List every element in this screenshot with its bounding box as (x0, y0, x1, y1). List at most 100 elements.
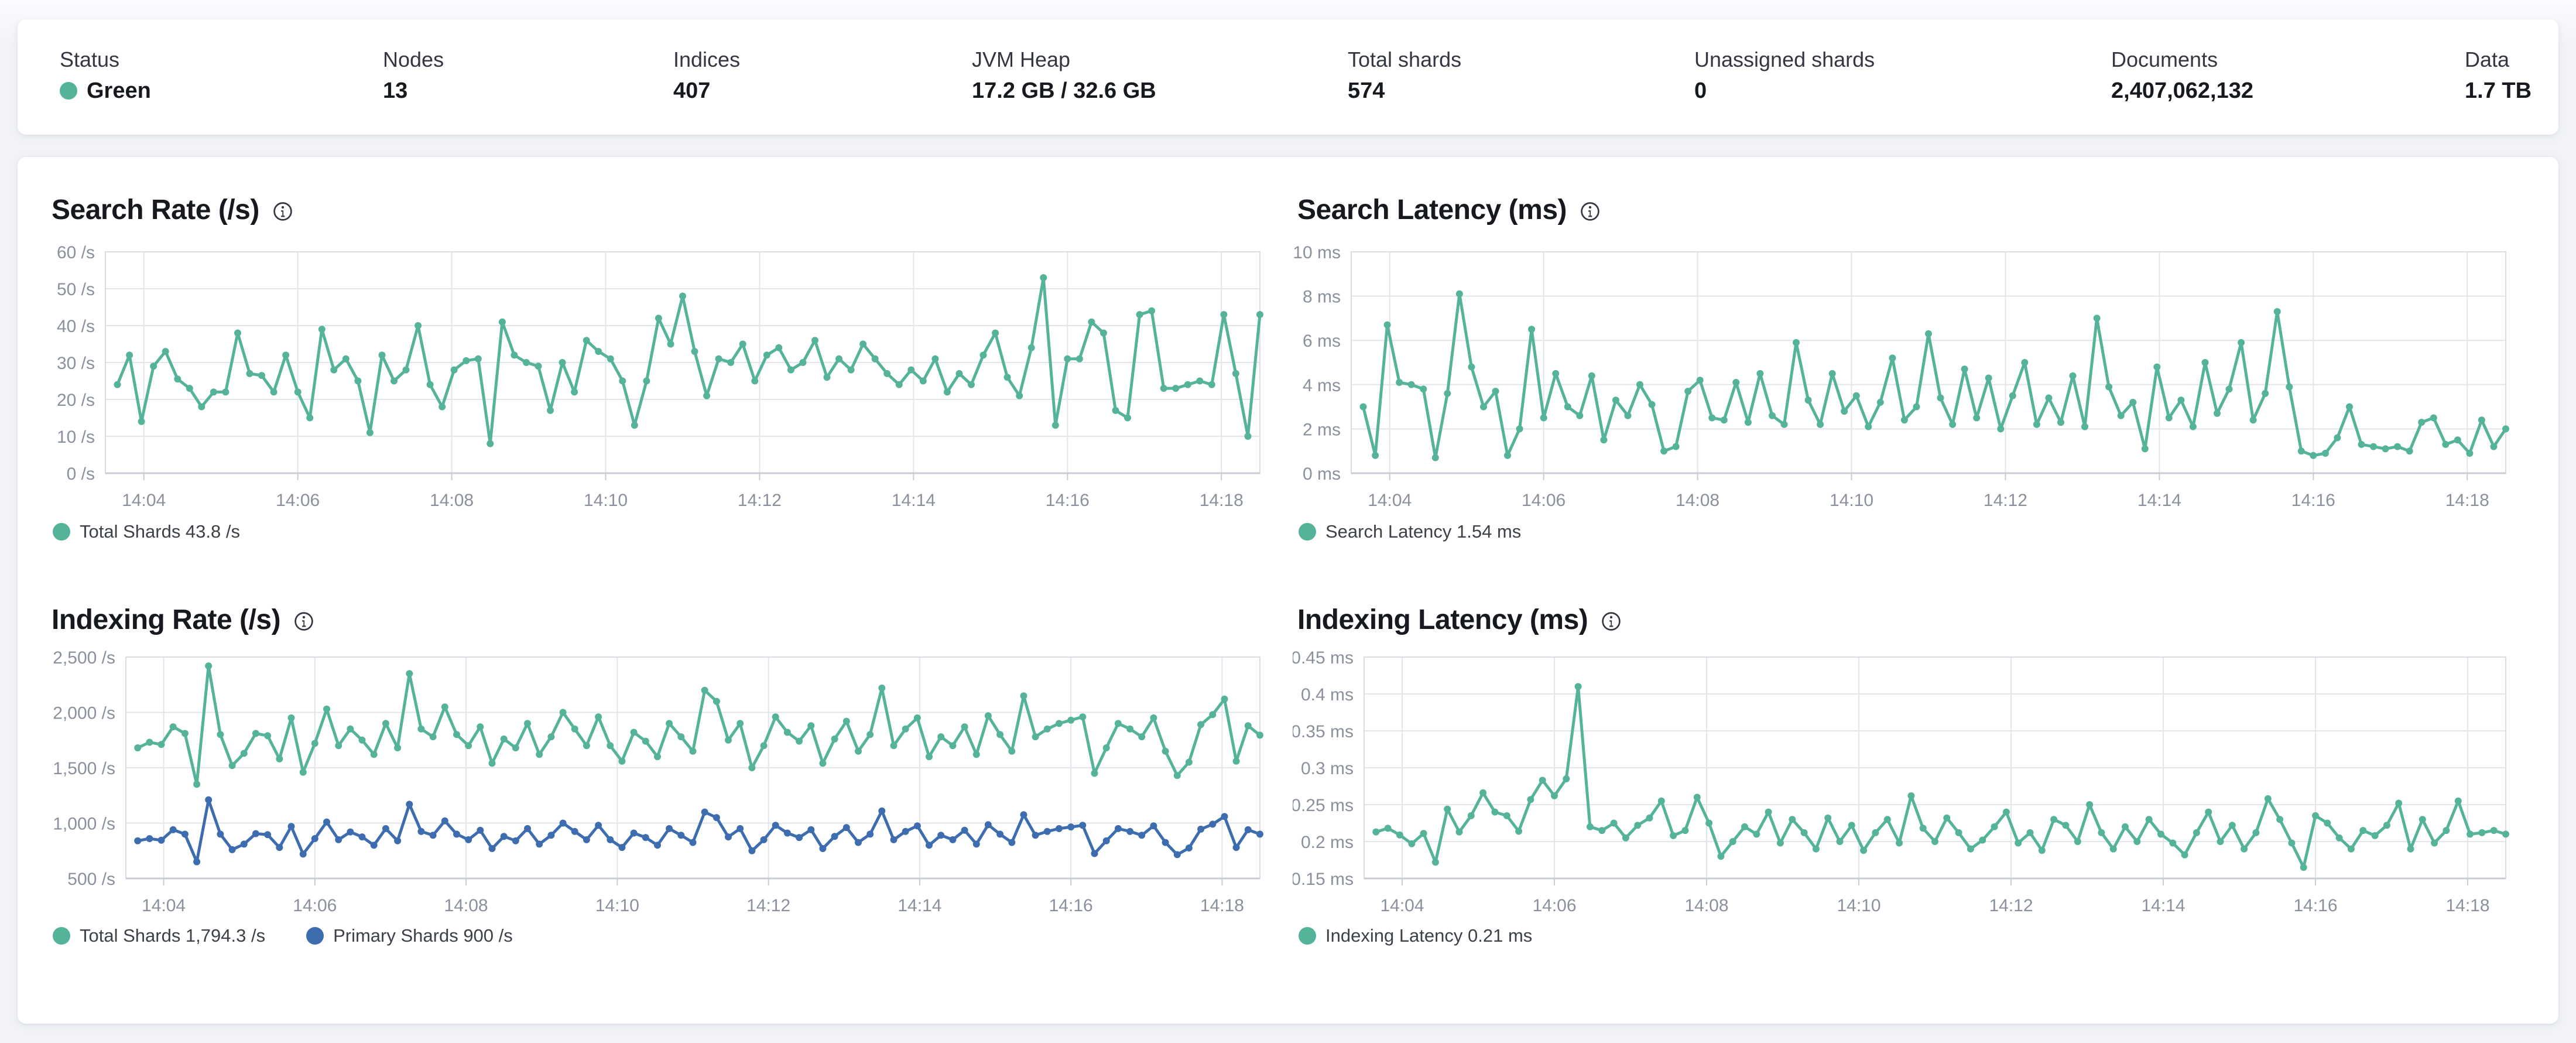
legend-item-total-shards[interactable]: Total Shards 1,794.3 /s (53, 925, 265, 946)
svg-text:14:18: 14:18 (2445, 491, 2489, 510)
svg-text:0 ms: 0 ms (1303, 464, 1341, 484)
svg-text:2,000 /s: 2,000 /s (53, 704, 115, 723)
svg-text:1,500 /s: 1,500 /s (53, 759, 115, 778)
svg-text:14:04: 14:04 (142, 896, 186, 915)
stat-documents: Documents 2,407,062,132 (2111, 45, 2253, 107)
info-icon[interactable] (1580, 201, 1601, 222)
svg-text:2 ms: 2 ms (1303, 420, 1341, 439)
svg-text:0.35 ms: 0.35 ms (1293, 722, 1354, 741)
chart-title: Indexing Rate (/s) (52, 604, 281, 635)
legend-item-primary-shards[interactable]: Primary Shards 900 /s (306, 925, 513, 946)
legend-item-indexing-latency[interactable]: Indexing Latency 0.21 ms (1299, 925, 1532, 946)
stat-nodes: Nodes 13 (383, 45, 444, 107)
indexing-rate-title-row: Indexing Rate (/s) (52, 603, 314, 637)
svg-text:14:06: 14:06 (276, 491, 320, 510)
svg-text:14:06: 14:06 (1522, 491, 1566, 510)
stat-unassigned-shards: Unassigned shards 0 (1694, 45, 1875, 107)
stat-value: 2,407,062,132 (2111, 78, 2254, 103)
search-rate-chart[interactable]: 0 /s 10 /s 20 /s 30 /s 40 /s 50 /s 60 /s 14:04 1… (47, 243, 1282, 520)
svg-text:14:12: 14:12 (746, 896, 790, 915)
stat-data-size: Data 1.7 TB (2465, 45, 2532, 107)
chart-title: Search Latency (ms) (1297, 194, 1567, 225)
stat-label: Nodes (383, 47, 444, 71)
stat-label: Documents (2111, 47, 2218, 71)
stat-value: 574 (1348, 78, 1385, 103)
svg-text:500 /s: 500 /s (67, 870, 115, 889)
svg-text:10 /s: 10 /s (57, 428, 95, 447)
metrics-charts-panel: Search Rate (/s) 0 /s 10 /s 20 /s 30 /s 40 /… (18, 157, 2558, 1024)
svg-text:14:10: 14:10 (1837, 896, 1880, 915)
svg-text:14:18: 14:18 (1200, 896, 1244, 915)
svg-text:14:14: 14:14 (2141, 896, 2185, 915)
svg-text:2,500 /s: 2,500 /s (53, 650, 115, 668)
chart-title: Indexing Latency (ms) (1297, 604, 1588, 635)
indexing-rate-chart[interactable]: 500 /s 1,000 /s 1,500 /s 2,000 /s 2,500 /s 14… (47, 648, 1282, 925)
search-latency-title-row: Search Latency (ms) (1297, 193, 1601, 227)
legend-dot-icon (1299, 523, 1316, 541)
svg-text:14:18: 14:18 (1200, 491, 1244, 510)
svg-text:14:12: 14:12 (1984, 491, 2027, 510)
stat-label: Data (2465, 47, 2510, 71)
legend-label: Primary Shards 900 /s (333, 925, 513, 946)
svg-text:14:10: 14:10 (584, 491, 628, 510)
stat-value: 1.7 TB (2465, 78, 2532, 103)
stat-value: 407 (673, 78, 711, 103)
stat-status: Status Green (60, 45, 151, 107)
svg-text:14:14: 14:14 (2137, 491, 2181, 510)
search-latency-chart[interactable]: 0 ms 2 ms 4 ms 6 ms 8 ms 10 ms 14:04 14:06 14:08… (1293, 243, 2528, 520)
info-icon[interactable] (1601, 611, 1622, 632)
legend-dot-icon (306, 927, 324, 945)
info-icon[interactable] (293, 611, 314, 632)
stat-label: Unassigned shards (1694, 47, 1875, 71)
legend-label: Total Shards 43.8 /s (80, 521, 240, 542)
svg-text:14:18: 14:18 (2445, 896, 2489, 915)
svg-text:6 ms: 6 ms (1303, 331, 1341, 351)
search-rate-title-row: Search Rate (/s) (52, 193, 293, 227)
legend-label: Search Latency 1.54 ms (1325, 521, 1522, 542)
legend-item-total-shards[interactable]: Total Shards 43.8 /s (53, 521, 240, 542)
indexing-latency-legend: Indexing Latency 0.21 ms (1299, 925, 1532, 946)
legend-dot-icon (53, 523, 70, 541)
svg-text:14:08: 14:08 (1684, 896, 1728, 915)
svg-text:10 ms: 10 ms (1293, 245, 1341, 262)
stat-label: JVM Heap (972, 47, 1071, 71)
legend-dot-icon (1299, 927, 1316, 945)
svg-text:14:14: 14:14 (898, 896, 941, 915)
indexing-latency-chart[interactable]: 0.15 ms 0.2 ms 0.25 ms 0.3 ms 0.35 ms 0.4 ms 0… (1291, 648, 2528, 925)
svg-text:14:08: 14:08 (1676, 491, 1719, 510)
status-value: Green (87, 78, 151, 103)
legend-item-search-latency[interactable]: Search Latency 1.54 ms (1299, 521, 1521, 542)
svg-text:14:16: 14:16 (1049, 896, 1093, 915)
search-rate-legend: Total Shards 43.8 /s (53, 521, 240, 542)
svg-text:14:10: 14:10 (595, 896, 639, 915)
stat-label: Total shards (1348, 47, 1462, 71)
stat-label: Status (60, 47, 120, 71)
chart-title: Search Rate (/s) (52, 194, 259, 225)
legend-label: Total Shards 1,794.3 /s (80, 925, 266, 946)
cluster-summary-bar: Status Green Nodes 13 Indices 407 JVM He… (18, 19, 2558, 135)
svg-text:60 /s: 60 /s (57, 245, 95, 262)
stat-value: 0 (1694, 78, 1707, 103)
svg-text:14:16: 14:16 (1046, 491, 1090, 510)
svg-text:14:04: 14:04 (1380, 896, 1424, 915)
svg-text:0.15 ms: 0.15 ms (1293, 870, 1354, 889)
svg-text:0.3 ms: 0.3 ms (1301, 759, 1354, 778)
svg-text:14:12: 14:12 (1989, 896, 2033, 915)
svg-text:30 /s: 30 /s (57, 354, 95, 373)
svg-text:1,000 /s: 1,000 /s (53, 815, 115, 834)
search-latency-legend: Search Latency 1.54 ms (1299, 521, 1521, 542)
indexing-latency-title-row: Indexing Latency (ms) (1297, 603, 1622, 637)
svg-text:0.2 ms: 0.2 ms (1301, 833, 1354, 852)
legend-dot-icon (53, 927, 70, 945)
svg-text:14:04: 14:04 (122, 491, 166, 510)
info-icon[interactable] (272, 201, 293, 222)
svg-text:0.25 ms: 0.25 ms (1293, 796, 1354, 815)
svg-text:14:06: 14:06 (293, 896, 337, 915)
svg-text:14:16: 14:16 (2291, 491, 2335, 510)
svg-text:0.45 ms: 0.45 ms (1293, 650, 1354, 668)
svg-text:14:08: 14:08 (444, 896, 488, 915)
svg-text:14:04: 14:04 (1368, 491, 1412, 510)
svg-text:20 /s: 20 /s (57, 391, 95, 410)
stat-value: 13 (383, 78, 408, 103)
stat-jvm-heap: JVM Heap 17.2 GB / 32.6 GB (972, 45, 1156, 107)
